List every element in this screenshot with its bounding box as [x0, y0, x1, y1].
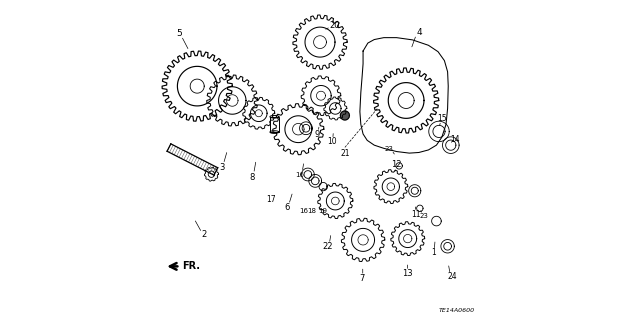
Text: 6: 6	[284, 203, 290, 212]
Text: 21: 21	[340, 149, 349, 158]
Text: 8: 8	[250, 173, 255, 182]
Text: 7: 7	[360, 274, 365, 283]
Text: 14: 14	[450, 135, 460, 144]
Text: 19: 19	[319, 209, 328, 214]
Text: 23: 23	[420, 213, 428, 219]
Text: TE14A0600: TE14A0600	[438, 308, 475, 313]
Bar	[270, 117, 279, 132]
Text: 10: 10	[327, 137, 337, 146]
Text: 16: 16	[296, 172, 305, 178]
Text: FR.: FR.	[182, 261, 200, 271]
Text: 18: 18	[307, 209, 316, 214]
Text: 9: 9	[314, 130, 320, 139]
Text: 23: 23	[385, 146, 394, 152]
Text: 4: 4	[417, 28, 422, 37]
Text: 16: 16	[300, 209, 308, 214]
Polygon shape	[340, 111, 349, 120]
Text: 17: 17	[266, 195, 276, 204]
Text: 20: 20	[329, 21, 340, 30]
Text: 1: 1	[431, 249, 436, 257]
Text: 3: 3	[219, 163, 225, 172]
Text: 13: 13	[402, 269, 412, 278]
Text: 22: 22	[323, 242, 333, 251]
Text: 24: 24	[447, 272, 457, 281]
Text: 11: 11	[411, 210, 420, 219]
Text: 5: 5	[176, 29, 182, 38]
Text: 12: 12	[390, 160, 401, 169]
Text: 15: 15	[437, 115, 447, 123]
Text: 2: 2	[201, 230, 206, 239]
